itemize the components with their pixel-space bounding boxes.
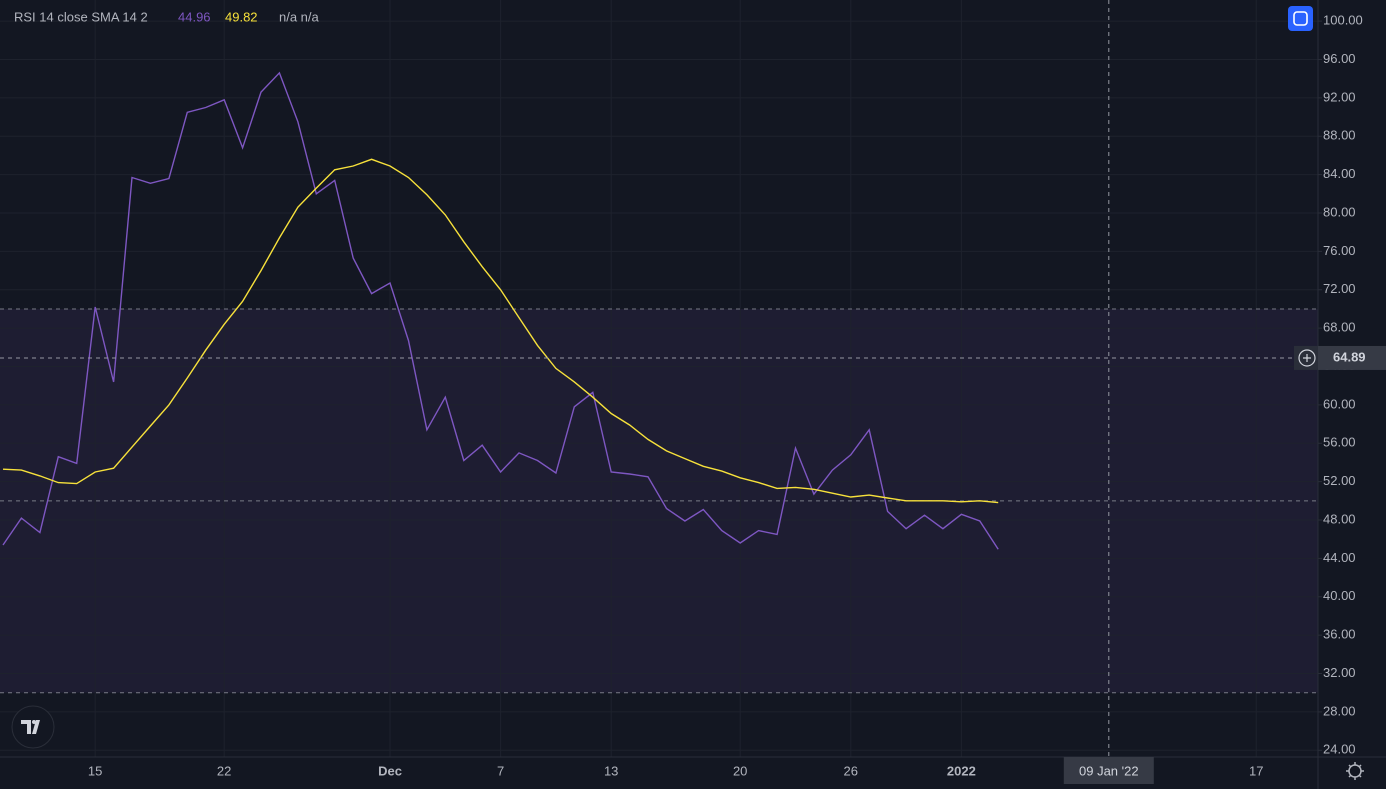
y-tick-label: 36.00 [1323,627,1356,642]
x-tick-label: 7 [497,763,504,778]
indicator-title: RSI 14 close SMA 14 2 [14,9,148,24]
y-tick-label: 32.00 [1323,665,1356,680]
tv-logo[interactable] [11,705,55,749]
y-tick-label: 56.00 [1323,435,1356,450]
crosshair-y-box [1318,345,1386,370]
x-tick-label: 22 [217,763,231,778]
x-tick-label: 17 [1249,763,1263,778]
y-tick-label: 72.00 [1323,281,1356,296]
y-tick-label: 68.00 [1323,320,1356,335]
y-tick-label: 80.00 [1323,204,1356,219]
settings-gear[interactable] [1346,762,1364,780]
y-tick-label: 24.00 [1323,742,1356,757]
plot-lines [2,71,999,550]
fullscreen-button[interactable] [1288,6,1313,31]
add-button [1298,349,1316,367]
x-tick-label: 2022 [947,763,976,778]
add-icon [1303,353,1311,362]
y-tick-label: 76.00 [1323,243,1356,258]
crosshair-x-box [1063,757,1154,784]
y-tick-label: 52.00 [1323,473,1356,488]
x-tick-label: 26 [844,763,858,778]
y-tick-label: 28.00 [1323,703,1356,718]
y-tick-label: 48.00 [1323,511,1356,526]
crosshair-y-label: 64.89 [1333,349,1366,364]
y-tick-label: 60.00 [1323,396,1356,411]
y-tick-label: 88.00 [1323,128,1356,143]
series-line [2,71,999,550]
x-tick-label: 20 [733,763,747,778]
status: n/a n/a [279,9,320,24]
rsi-value: 44.96 [178,9,211,24]
y-tick-label: 96.00 [1323,51,1356,66]
y-tick-label: 92.00 [1323,89,1356,104]
plot-under [0,0,1318,757]
series-line [2,158,999,504]
x-tick-label: Dec [378,763,402,778]
crosshair-x-label: 09 Jan '22 [1079,763,1139,778]
x-tick-label: 15 [88,763,102,778]
y-tick-label: 40.00 [1323,588,1356,603]
sma-value: 49.82 [225,9,258,24]
y-tick-label: 100.00 [1323,13,1363,28]
y-tick-label: 84.00 [1323,166,1356,181]
x-tick-label: 13 [604,763,618,778]
y-tick-label: 44.00 [1323,550,1356,565]
